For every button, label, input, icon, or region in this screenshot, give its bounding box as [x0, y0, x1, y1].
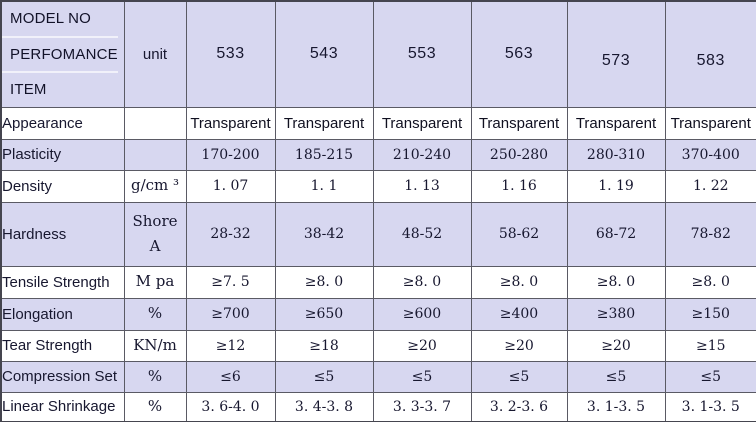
row-label: Compression Set — [0, 360, 125, 393]
value-cell: Transparent — [566, 106, 666, 140]
value-cell: 1. 22 — [664, 169, 756, 203]
table-header-row: MODEL NO PERFOMANCE ITEM unit 533 543 55… — [0, 0, 756, 108]
unit-cell: M pa — [123, 265, 187, 299]
value-cell: ≥20 — [372, 329, 472, 362]
value-cell: ≥8. 0 — [566, 265, 666, 299]
value-cell: 3. 4-3. 8 — [274, 391, 374, 422]
value-cell: 250-280 — [470, 138, 568, 171]
row-label: Linear Shrinkage — [0, 391, 125, 422]
value-cell: Transparent — [664, 106, 756, 140]
value-cell: ≤5 — [470, 360, 568, 393]
value-cell: ≥8. 0 — [372, 265, 472, 299]
value-cell: 78-82 — [664, 201, 756, 267]
row-label: Hardness — [0, 201, 125, 267]
value-cell: ≥650 — [274, 297, 374, 331]
value-cell: 38-42 — [274, 201, 374, 267]
value-cell: ≥8. 0 — [664, 265, 756, 299]
value-cell: ≥150 — [664, 297, 756, 331]
value-cell: 3. 6-4. 0 — [185, 391, 276, 422]
value-cell: 1. 16 — [470, 169, 568, 203]
value-cell: Transparent — [185, 106, 276, 140]
table-row-elongation: Elongation % ≥700 ≥650 ≥600 ≥400 ≥380 ≥1… — [0, 297, 756, 331]
row-label: Tear Strength — [0, 329, 125, 362]
value-cell: 185-215 — [274, 138, 374, 171]
header-corner-cell: MODEL NO PERFOMANCE ITEM — [0, 0, 125, 108]
value-cell: ≥20 — [566, 329, 666, 362]
header-perfomance-label: PERFOMANCE — [2, 38, 118, 73]
table-row-tensile-strength: Tensile Strength M pa ≥7. 5 ≥8. 0 ≥8. 0 … — [0, 265, 756, 299]
row-label: Tensile Strength — [0, 265, 125, 299]
value-cell: ≤5 — [274, 360, 374, 393]
value-cell: 68-72 — [566, 201, 666, 267]
unit-cell: % — [123, 391, 187, 422]
value-cell: 280-310 — [566, 138, 666, 171]
value-cell: 3. 2-3. 6 — [470, 391, 568, 422]
value-cell: ≥12 — [185, 329, 276, 362]
unit-cell: Shore A — [123, 201, 187, 267]
table-row-appearance: Appearance Transparent Transparent Trans… — [0, 106, 756, 140]
table-row-compression-set: Compression Set % ≤6 ≤5 ≤5 ≤5 ≤5 ≤5 — [0, 360, 756, 393]
unit-cell: KN/m — [123, 329, 187, 362]
value-cell: ≥380 — [566, 297, 666, 331]
value-cell: 170-200 — [185, 138, 276, 171]
header-unit-label: unit — [123, 0, 187, 108]
value-cell: ≥8. 0 — [470, 265, 568, 299]
row-label: Plasticity — [0, 138, 125, 171]
header-item-label: ITEM — [10, 81, 47, 99]
table-row-plasticity: Plasticity 170-200 185-215 210-240 250-2… — [0, 138, 756, 171]
table-row-density: Density g/cm ³ 1. 07 1. 1 1. 13 1. 16 1.… — [0, 169, 756, 203]
unit-cell: g/cm ³ — [123, 169, 187, 203]
model-header: 533 — [185, 0, 276, 108]
value-cell: 1. 1 — [274, 169, 374, 203]
unit-cell: % — [123, 297, 187, 331]
value-cell: ≥600 — [372, 297, 472, 331]
value-cell: ≤5 — [566, 360, 666, 393]
value-cell: 28-32 — [185, 201, 276, 267]
value-cell: 1. 13 — [372, 169, 472, 203]
table-row-linear-shrinkage: Linear Shrinkage % 3. 6-4. 0 3. 4-3. 8 3… — [0, 391, 756, 422]
model-header: 583 — [664, 0, 756, 108]
value-cell: ≥18 — [274, 329, 374, 362]
value-cell: ≤6 — [185, 360, 276, 393]
value-cell: 3. 1-3. 5 — [566, 391, 666, 422]
value-cell: ≥20 — [470, 329, 568, 362]
unit-cell: % — [123, 360, 187, 393]
model-header: 553 — [372, 0, 472, 108]
header-model-no-label: MODEL NO — [2, 2, 118, 38]
model-header: 563 — [470, 0, 568, 108]
value-cell: ≥400 — [470, 297, 568, 331]
value-cell: ≥8. 0 — [274, 265, 374, 299]
value-cell: 1. 07 — [185, 169, 276, 203]
value-cell: ≤5 — [664, 360, 756, 393]
table-row-tear-strength: Tear Strength KN/m ≥12 ≥18 ≥20 ≥20 ≥20 ≥… — [0, 329, 756, 362]
value-cell: Transparent — [470, 106, 568, 140]
value-cell: ≥15 — [664, 329, 756, 362]
table-row-hardness: Hardness Shore A 28-32 38-42 48-52 58-62… — [0, 201, 756, 267]
value-cell: ≤5 — [372, 360, 472, 393]
model-header: 543 — [274, 0, 374, 108]
unit-cell — [123, 106, 187, 140]
value-cell: ≥7. 5 — [185, 265, 276, 299]
row-label: Density — [0, 169, 125, 203]
value-cell: 3. 1-3. 5 — [664, 391, 756, 422]
value-cell: 370-400 — [664, 138, 756, 171]
value-cell: Transparent — [274, 106, 374, 140]
model-header: 573 — [566, 0, 666, 108]
value-cell: Transparent — [372, 106, 472, 140]
value-cell: 1. 19 — [566, 169, 666, 203]
unit-cell — [123, 138, 187, 171]
value-cell: 58-62 — [470, 201, 568, 267]
row-label: Elongation — [0, 297, 125, 331]
corner-label-stack: MODEL NO PERFOMANCE ITEM — [2, 2, 123, 106]
value-cell: 3. 3-3. 7 — [372, 391, 472, 422]
row-label: Appearance — [0, 106, 125, 140]
value-cell: ≥700 — [185, 297, 276, 331]
value-cell: 48-52 — [372, 201, 472, 267]
value-cell: 210-240 — [372, 138, 472, 171]
